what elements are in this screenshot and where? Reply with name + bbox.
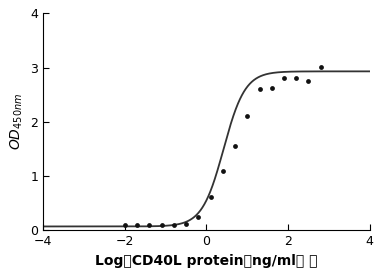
Y-axis label: OD$_{450nm}$: OD$_{450nm}$: [8, 93, 25, 150]
X-axis label: Log（CD40L protein（ng/ml） ）: Log（CD40L protein（ng/ml） ）: [95, 254, 318, 268]
Point: [281, 76, 287, 81]
Point: [159, 223, 165, 227]
Point: [122, 223, 128, 227]
Point: [318, 65, 324, 69]
Point: [269, 86, 275, 90]
Point: [195, 214, 201, 219]
Point: [293, 76, 299, 81]
Point: [146, 223, 152, 228]
Point: [171, 223, 177, 227]
Point: [207, 194, 214, 199]
Point: [244, 114, 250, 119]
Point: [232, 144, 238, 148]
Point: [306, 79, 312, 83]
Point: [134, 223, 140, 227]
Point: [256, 87, 262, 91]
Point: [183, 222, 189, 227]
Point: [220, 168, 226, 173]
